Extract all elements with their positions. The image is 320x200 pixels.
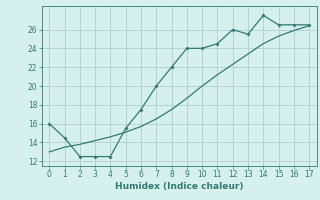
X-axis label: Humidex (Indice chaleur): Humidex (Indice chaleur) <box>115 182 244 191</box>
